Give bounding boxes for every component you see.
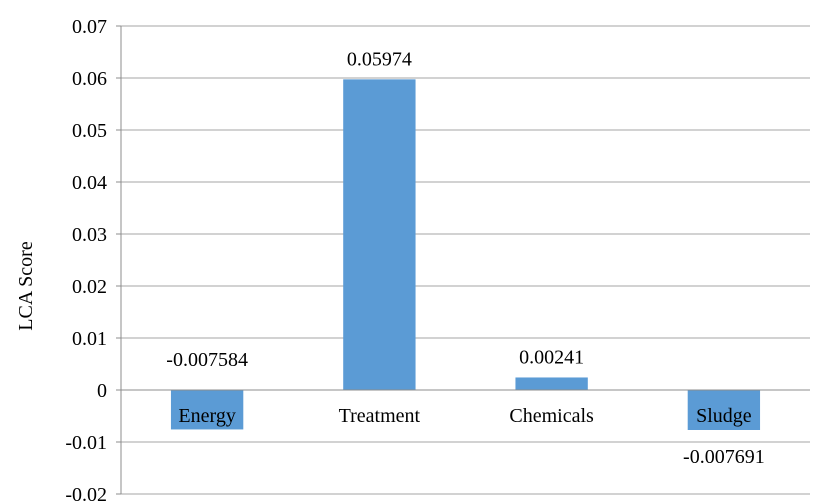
y-tick-label: 0.03 [72, 224, 107, 246]
bars [170, 79, 761, 430]
data-label-energy: -0.007584 [166, 349, 248, 371]
category-label-treatment: Treatment [339, 405, 421, 427]
data-label-treatment: 0.05974 [347, 48, 412, 70]
bar-energy [170, 390, 244, 430]
bar-chemicals [515, 377, 588, 390]
data-label-chemicals: 0.00241 [519, 346, 584, 368]
category-label-chemicals: Chemicals [509, 405, 594, 427]
category-label-energy: Energy [178, 405, 235, 427]
axes [116, 25, 810, 495]
data-labels: -0.007584 0.05974 0.00241 -0.007691 [166, 48, 764, 468]
y-tick-label: 0.07 [72, 16, 107, 38]
y-tick-labels: 0.07 0.06 0.05 0.04 0.03 0.02 0.01 0 -0.01 -0.02 [65, 16, 107, 504]
y-tick-label: 0 [97, 380, 107, 402]
y-tick-label: -0.02 [65, 484, 107, 504]
category-labels: Energy Treatment Chemicals Sludge [178, 405, 751, 427]
y-tick-label: 0.02 [72, 276, 107, 298]
y-tick-label: -0.01 [65, 432, 107, 454]
y-tick-label: 0.06 [72, 68, 107, 90]
y-axis-title: LCA Score [15, 241, 37, 331]
data-label-sludge: -0.007691 [683, 446, 765, 468]
bar-treatment [343, 79, 416, 391]
bar-sludge [687, 390, 761, 430]
category-label-sludge: Sludge [696, 405, 752, 427]
gridlines [121, 25, 810, 495]
y-tick-label: 0.05 [72, 120, 107, 142]
y-tick-label: 0.01 [72, 328, 107, 350]
y-tick-label: 0.04 [72, 172, 107, 194]
